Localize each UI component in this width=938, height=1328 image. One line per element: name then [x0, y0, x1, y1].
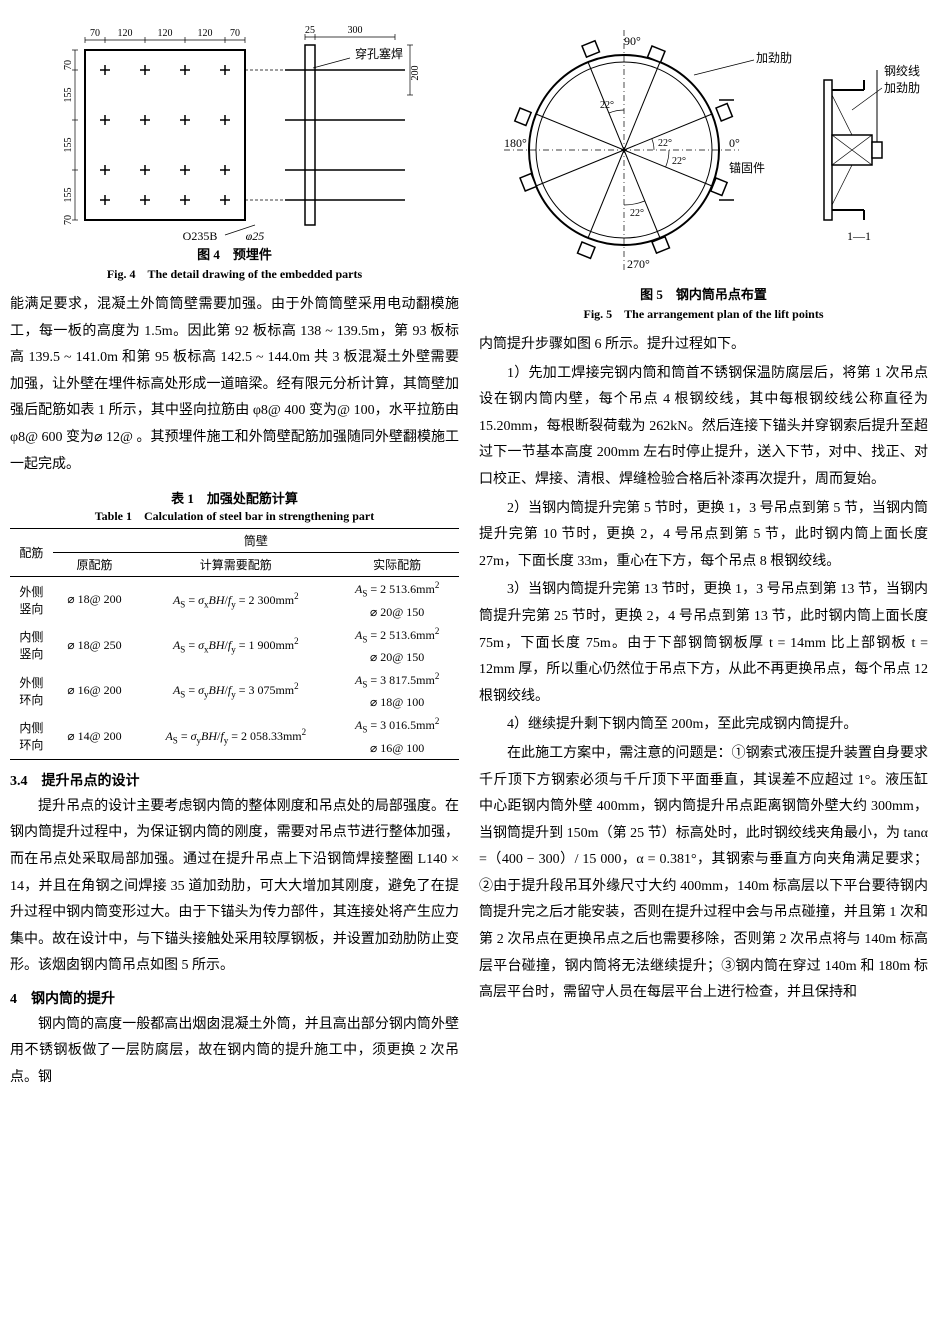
svg-text:22°: 22°	[630, 208, 644, 219]
svg-text:120: 120	[117, 28, 132, 39]
svg-text:钢绞线: 钢绞线	[884, 63, 920, 78]
svg-text:300: 300	[347, 25, 362, 36]
section-3-4-para: 提升吊点的设计主要考虑钢内筒的整体刚度和吊点处的局部强度。在钢内筒提升过程中，为…	[10, 794, 459, 980]
svg-text:加劲肋: 加劲肋	[756, 50, 792, 65]
svg-text:180°: 180°	[504, 136, 527, 150]
svg-text:155: 155	[63, 188, 74, 203]
svg-text:Q235B: Q235B	[182, 229, 217, 240]
right-para-0: 内筒提升步骤如图 6 所示。提升过程如下。	[479, 332, 928, 359]
svg-text:155: 155	[63, 138, 74, 153]
section-4-para: 钢内筒的高度一般都高出烟囱混凝土外筒，并且高出部分钢内筒外壁用不锈钢板做了一层防…	[10, 1012, 459, 1092]
right-para-3: 3）当钢内筒提升完第 13 节时，更换 1，3 号吊点到第 13 节，当钢内筒提…	[479, 577, 928, 710]
svg-text:70: 70	[63, 60, 74, 70]
table-1: 配筋 筒壁 原配筋 计算需要配筋 实际配筋 外侧竖向 ⌀ 18@ 200 AS …	[10, 528, 459, 760]
svg-text:70: 70	[230, 28, 240, 39]
section-4-head: 4 钢内筒的提升	[10, 988, 459, 1008]
fig5-caption-en: Fig. 5 The arrangement plan of the lift …	[479, 305, 928, 322]
svg-text:加劲肋: 加劲肋	[884, 80, 920, 95]
fig5-caption-cn: 图 5 钢内筒吊点布置	[479, 284, 928, 303]
svg-text:0°: 0°	[729, 136, 740, 150]
table1-title-en: Table 1 Calculation of steel bar in stre…	[10, 507, 459, 524]
svg-text:锚固件: 锚固件	[729, 160, 765, 175]
svg-text:穿孔塞焊: 穿孔塞焊	[355, 46, 403, 61]
fig4-caption-cn: 图 4 预埋件	[10, 244, 459, 263]
table1-title-cn: 表 1 加强处配筋计算	[10, 488, 459, 507]
svg-text:155: 155	[63, 88, 74, 103]
fig4-caption-en: Fig. 4 The detail drawing of the embedde…	[10, 265, 459, 282]
right-para-5: 在此施工方案中，需注意的问题是：①钢索式液压提升装置自身要求千斤顶下方钢索必须与…	[479, 741, 928, 1007]
right-para-4: 4）继续提升剩下钢内筒至 200m，至此完成钢内筒提升。	[479, 712, 928, 739]
svg-text:φ25: φ25	[245, 229, 264, 240]
section-3-4-head: 3.4 提升吊点的设计	[10, 770, 459, 790]
svg-text:22°: 22°	[658, 138, 672, 149]
svg-text:270°: 270°	[627, 257, 650, 271]
svg-text:120: 120	[197, 28, 212, 39]
svg-text:70: 70	[90, 28, 100, 39]
svg-text:70: 70	[63, 215, 74, 225]
right-para-2: 2）当钢内筒提升完第 5 节时，更换 1，3 号吊点到第 5 节，当钢内筒提升完…	[479, 496, 928, 576]
right-para-1: 1）先加工焊接完钢内筒和筒首不锈钢保温防腐层后，将第 1 次吊点设在钢内筒内壁，…	[479, 361, 928, 494]
svg-text:1—1: 1—1	[847, 229, 871, 243]
svg-text:120: 120	[157, 28, 172, 39]
figure-4: 70 120 120 120 70 70 155	[10, 20, 459, 282]
svg-text:90°: 90°	[624, 34, 641, 48]
svg-text:22°: 22°	[672, 156, 686, 167]
left-para-1: 能满足要求，混凝土外筒筒壁需要加强。由于外筒筒壁采用电动翻模施工，每一板的高度为…	[10, 292, 459, 478]
svg-text:200: 200	[410, 66, 421, 81]
svg-text:22°: 22°	[600, 100, 614, 111]
figure-5: 90° 180° 0° 270°	[479, 20, 928, 322]
svg-text:25: 25	[305, 25, 315, 36]
